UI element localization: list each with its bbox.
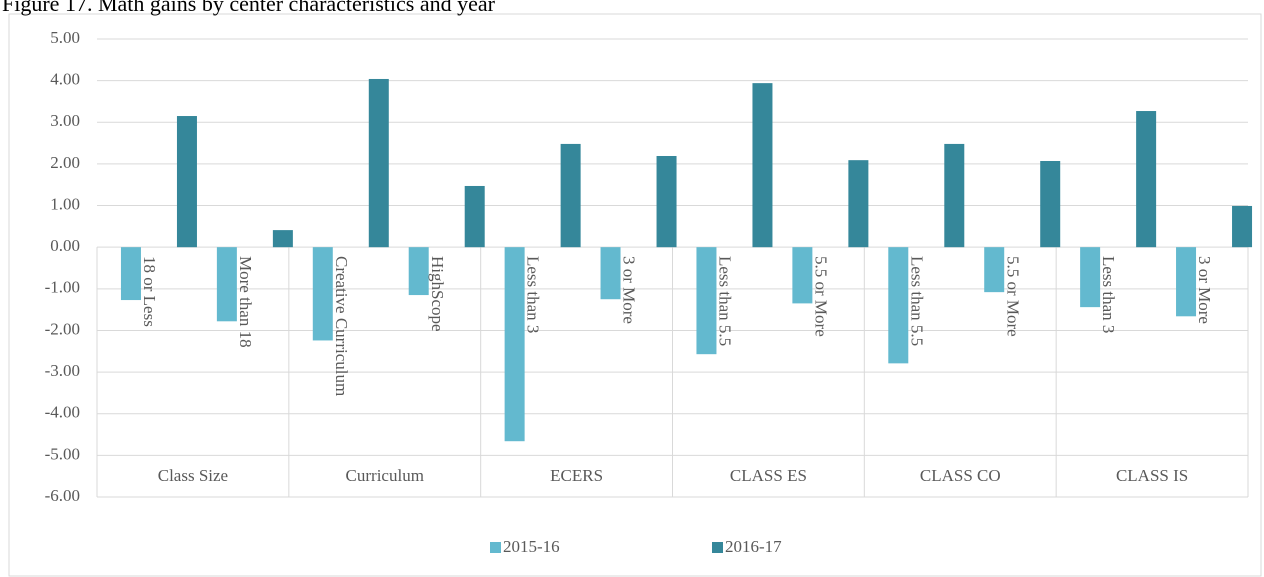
bar — [368, 78, 389, 248]
bar — [984, 247, 1005, 293]
x-tick-label: HighScope — [428, 256, 447, 332]
y-tick-label: -6.00 — [45, 486, 80, 505]
x-tick-label: Less than 3 — [524, 256, 543, 333]
x-tick-label: More than 18 — [236, 256, 255, 348]
x-tick-label: Less than 5.5 — [907, 256, 926, 346]
y-tick-label: 5.00 — [50, 28, 80, 47]
y-tick-label: 0.00 — [50, 236, 80, 255]
bar — [752, 83, 773, 248]
group-label: CLASS ES — [730, 466, 807, 485]
x-tick-label: 5.5 or More — [1003, 256, 1022, 337]
bar — [792, 247, 813, 304]
group-label: CLASS IS — [1116, 466, 1188, 485]
x-tick-label: Creative Curriculum — [332, 256, 351, 396]
bar — [408, 247, 429, 296]
bar — [216, 247, 237, 322]
bar — [1176, 247, 1197, 317]
group-label: ECERS — [550, 466, 603, 485]
bar — [696, 247, 717, 355]
bar — [504, 247, 525, 442]
y-tick-label: -3.00 — [45, 361, 80, 380]
x-tick-label: 5.5 or More — [811, 256, 830, 337]
y-tick-label: -5.00 — [45, 444, 80, 463]
group-label: Curriculum — [346, 466, 424, 485]
x-tick-label: 3 or More — [620, 256, 639, 324]
y-tick-label: -1.00 — [45, 278, 80, 297]
y-tick-label: 2.00 — [50, 153, 80, 172]
bar — [312, 247, 333, 341]
y-tick-label: 3.00 — [50, 111, 80, 130]
x-tick-label: 3 or More — [1195, 256, 1214, 324]
chart-title: Figure 17. Math gains by center characte… — [2, 0, 496, 16]
bar — [600, 247, 621, 300]
bar — [888, 247, 909, 364]
legend-label: 2015-16 — [503, 537, 560, 556]
bar — [1232, 205, 1253, 248]
legend-swatch — [490, 542, 501, 553]
bar — [464, 185, 485, 248]
bar — [656, 155, 677, 248]
y-tick-label: -2.00 — [45, 319, 80, 338]
y-tick-label: 4.00 — [50, 70, 80, 89]
bar — [1136, 111, 1157, 248]
bar — [272, 230, 293, 248]
x-tick-label: Less than 3 — [1099, 256, 1118, 333]
y-tick-label: 1.00 — [50, 194, 80, 213]
bar — [1040, 160, 1061, 248]
bar — [848, 160, 869, 248]
legend-swatch — [712, 542, 723, 553]
x-tick-label: Less than 5.5 — [716, 256, 735, 346]
bar — [944, 143, 965, 248]
y-tick-label: -4.00 — [45, 403, 80, 422]
bar — [560, 143, 581, 248]
x-tick-label: 18 or Less — [140, 256, 159, 327]
bar — [176, 116, 197, 248]
group-label: CLASS CO — [920, 466, 1001, 485]
bar — [120, 247, 141, 301]
legend-label: 2016-17 — [725, 537, 782, 556]
group-label: Class Size — [158, 466, 228, 485]
bar — [1080, 247, 1101, 308]
